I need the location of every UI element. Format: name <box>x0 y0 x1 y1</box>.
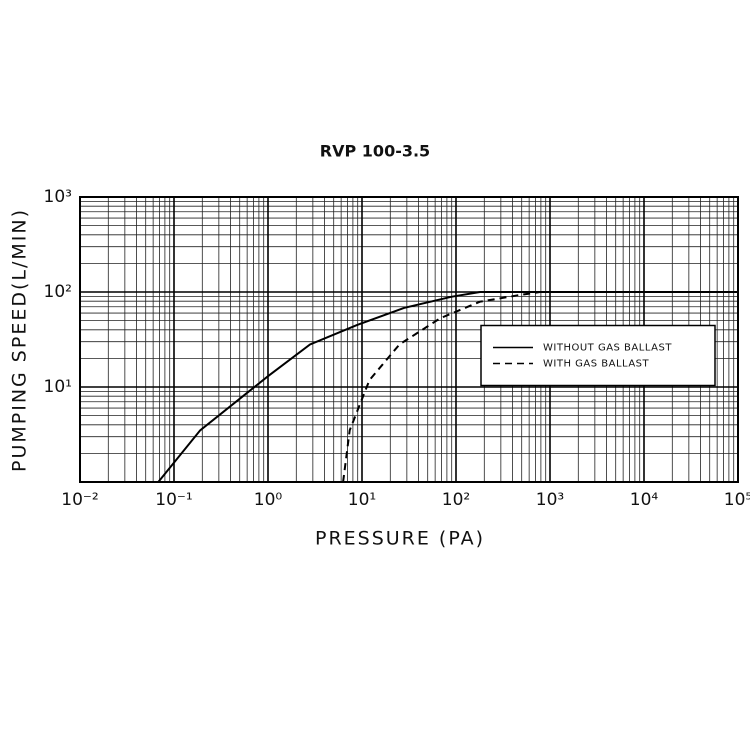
y-tick-label: 10³ <box>44 187 72 207</box>
chart-title: RVP 100-3.5 <box>320 142 430 161</box>
legend-box <box>480 324 716 387</box>
y-tick-label: 10² <box>44 282 72 302</box>
y-axis-label: PUMPING SPEED(L/MIN) <box>9 208 31 472</box>
x-tick-label: 10¹ <box>348 490 376 510</box>
x-tick-label: 10⁵ <box>724 490 750 510</box>
legend-label: WITHOUT GAS BALLAST <box>543 343 672 354</box>
y-tick-label: 10¹ <box>44 377 72 397</box>
legend-label: WITH GAS BALLAST <box>543 359 650 370</box>
plot-frame <box>79 196 739 483</box>
x-tick-label: 10⁻¹ <box>155 490 192 510</box>
x-tick-label: 10² <box>442 490 470 510</box>
x-tick-label: 10⁴ <box>630 490 659 510</box>
series-line <box>157 291 738 483</box>
x-tick-label: 10⁰ <box>254 490 283 510</box>
x-tick-label: 10⁻² <box>61 490 98 510</box>
x-tick-label: 10³ <box>536 490 564 510</box>
x-axis-label: PRESSURE (PA) <box>315 528 485 550</box>
